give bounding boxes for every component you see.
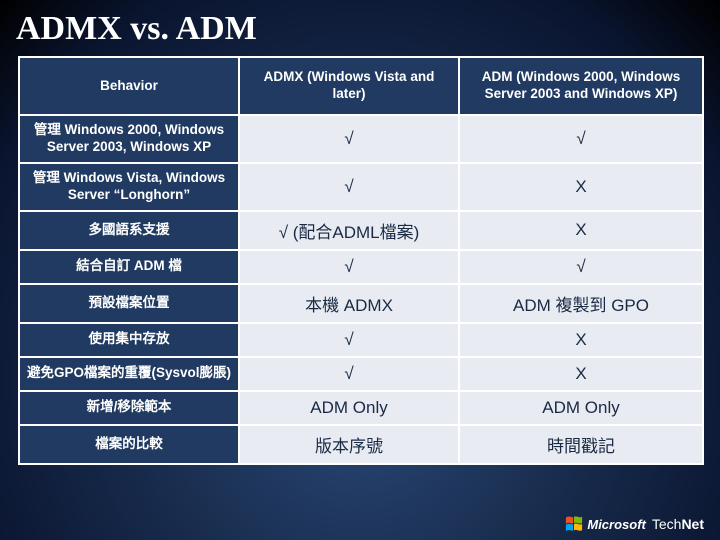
cell-admx: √ (配合ADML檔案) <box>239 211 459 250</box>
table-row: 結合自訂 ADM 檔 √ √ <box>19 250 703 284</box>
row-label: 使用集中存放 <box>19 323 239 357</box>
cell-adm: X <box>459 323 703 357</box>
cell-adm: X <box>459 163 703 211</box>
cell-adm: √ <box>459 115 703 163</box>
table-body: 管理 Windows 2000, Windows Server 2003, Wi… <box>19 115 703 464</box>
col-header-admx: ADMX (Windows Vista and later) <box>239 57 459 115</box>
cell-admx: √ <box>239 323 459 357</box>
technet-tech: Tech <box>652 516 682 532</box>
cell-adm: √ <box>459 250 703 284</box>
footer: Microsoft TechNet <box>565 515 704 533</box>
table-row: 管理 Windows Vista, Windows Server “Longho… <box>19 163 703 211</box>
table-row: 管理 Windows 2000, Windows Server 2003, Wi… <box>19 115 703 163</box>
cell-admx: √ <box>239 115 459 163</box>
cell-admx: ADM Only <box>239 391 459 425</box>
row-label: 檔案的比較 <box>19 425 239 464</box>
technet-net: Net <box>681 516 704 532</box>
microsoft-logo: Microsoft <box>565 515 646 533</box>
windows-flag-icon <box>565 515 583 533</box>
table-row: 多國語系支援 √ (配合ADML檔案) X <box>19 211 703 250</box>
brand-text: Microsoft <box>587 517 646 532</box>
row-label: 結合自訂 ADM 檔 <box>19 250 239 284</box>
col-header-adm: ADM (Windows 2000, Windows Server 2003 a… <box>459 57 703 115</box>
cell-adm: X <box>459 357 703 391</box>
cell-admx: √ <box>239 250 459 284</box>
technet-logo: TechNet <box>652 516 704 532</box>
row-label: 管理 Windows 2000, Windows Server 2003, Wi… <box>19 115 239 163</box>
table-row: 預設檔案位置 本機 ADMX ADM 複製到 GPO <box>19 284 703 323</box>
table-row: 新增/移除範本 ADM Only ADM Only <box>19 391 703 425</box>
cell-adm: X <box>459 211 703 250</box>
table-row: 使用集中存放 √ X <box>19 323 703 357</box>
comparison-table: Behavior ADMX (Windows Vista and later) … <box>18 56 704 465</box>
table-header-row: Behavior ADMX (Windows Vista and later) … <box>19 57 703 115</box>
page-title: ADMX vs. ADM <box>0 0 720 56</box>
table-row: 檔案的比較 版本序號 時間戳記 <box>19 425 703 464</box>
cell-adm: 時間戳記 <box>459 425 703 464</box>
cell-adm: ADM Only <box>459 391 703 425</box>
row-label: 新增/移除範本 <box>19 391 239 425</box>
row-label: 預設檔案位置 <box>19 284 239 323</box>
cell-adm: ADM 複製到 GPO <box>459 284 703 323</box>
row-label: 多國語系支援 <box>19 211 239 250</box>
cell-admx: √ <box>239 163 459 211</box>
cell-admx: √ <box>239 357 459 391</box>
table-row: 避免GPO檔案的重覆(Sysvol膨脹) √ X <box>19 357 703 391</box>
cell-admx: 本機 ADMX <box>239 284 459 323</box>
row-label: 管理 Windows Vista, Windows Server “Longho… <box>19 163 239 211</box>
col-header-behavior: Behavior <box>19 57 239 115</box>
cell-admx: 版本序號 <box>239 425 459 464</box>
row-label: 避免GPO檔案的重覆(Sysvol膨脹) <box>19 357 239 391</box>
